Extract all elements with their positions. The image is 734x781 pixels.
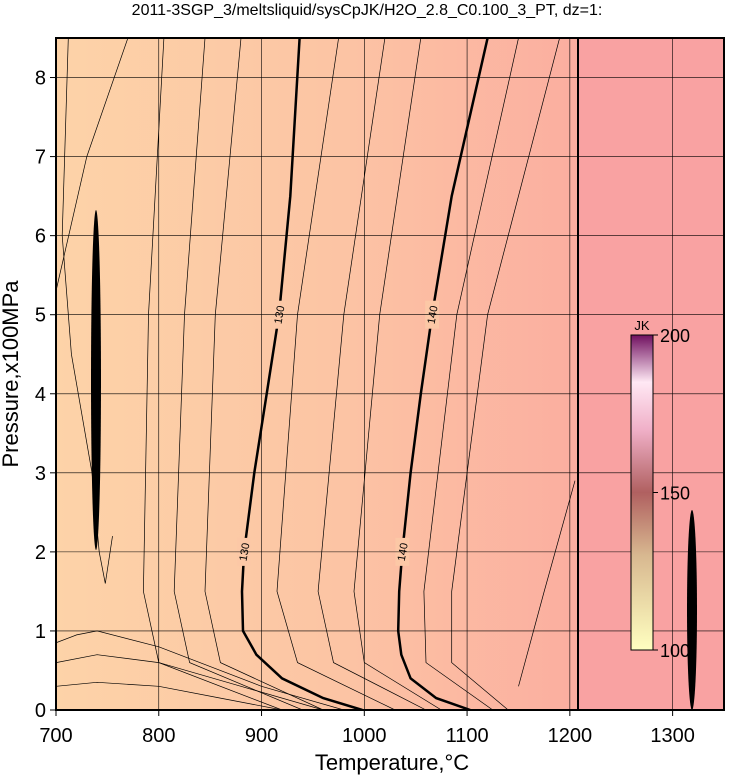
- artifact: [687, 510, 697, 710]
- contour-line: [518, 480, 576, 687]
- colorbar: [630, 334, 654, 651]
- x-tick-label: 1200: [548, 725, 593, 747]
- x-tick-label: 800: [142, 725, 175, 747]
- y-tick-label: 1: [35, 621, 46, 643]
- colorbar-tick-label: 100: [660, 641, 690, 661]
- contour-line: [240, 38, 363, 710]
- y-tick-label: 6: [35, 226, 46, 248]
- x-axis-label: Temperature,°C: [315, 750, 469, 775]
- x-tick-label: 1300: [650, 725, 695, 747]
- y-tick-label: 4: [35, 384, 46, 406]
- colorbar-tick-label: 150: [660, 484, 690, 504]
- y-tick-label: 8: [35, 68, 46, 90]
- frame: [55, 37, 725, 711]
- field: [56, 38, 578, 710]
- contour-line: [173, 38, 303, 710]
- x-tick-label: 700: [39, 725, 72, 747]
- contour-line: [353, 38, 442, 710]
- y-tick-label: 5: [35, 305, 46, 327]
- colorbar-label: JK: [634, 318, 650, 333]
- artifact: [91, 210, 101, 550]
- y-tick-label: 2: [35, 542, 46, 564]
- y-axis-label: Pressure,x100MPa: [0, 280, 23, 468]
- contour-line: [451, 38, 560, 710]
- contour-line: [143, 38, 283, 710]
- x-tick-label: 1100: [446, 725, 489, 747]
- x-tick-label: 900: [245, 725, 278, 747]
- contour-line: [204, 38, 324, 710]
- y-tick-label: 0: [35, 700, 46, 722]
- contour-line: [423, 38, 519, 710]
- colorbar-tick-label: 200: [660, 326, 690, 346]
- y-tick-label: 3: [35, 463, 46, 485]
- x-tick-label: 1000: [342, 725, 387, 747]
- contour-line: [56, 630, 344, 710]
- y-tick-label: 7: [35, 147, 46, 169]
- contour-line: [276, 38, 396, 710]
- contour-line: [396, 38, 489, 710]
- chart-title: 2011-3SGP_3/meltsliquid/sysCpJK/H2O_2.8_…: [132, 2, 603, 19]
